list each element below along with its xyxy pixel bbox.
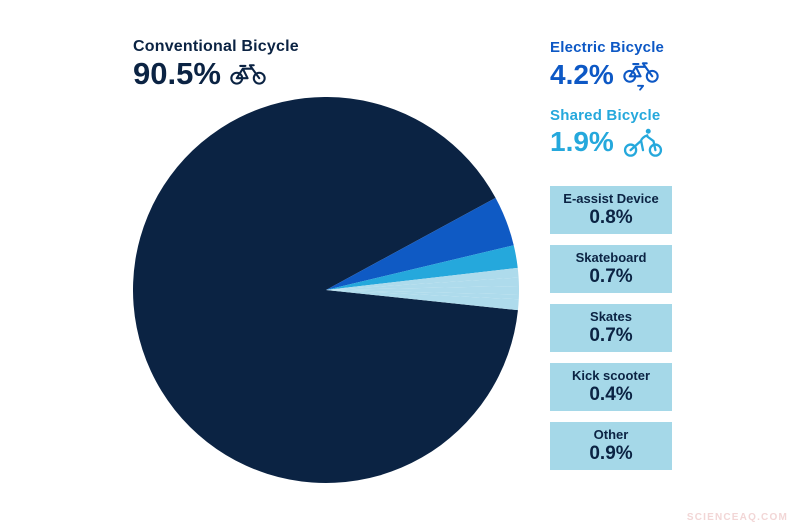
stat-value: 0.9% <box>589 442 633 464</box>
conventional-bicycle-value: 90.5% <box>133 55 221 91</box>
pie-slice-electric-bicycle <box>326 197 514 290</box>
stat-label: Skateboard <box>575 250 647 266</box>
shared-bicycle-block: Shared Bicycle 1.9% <box>550 107 664 157</box>
pie-slice-conventional-bicycle <box>133 97 518 483</box>
stat-value: 0.7% <box>589 324 633 346</box>
electric-bicycle-icon <box>622 59 660 91</box>
stat-box-other: Other 0.9% <box>550 422 672 470</box>
conventional-bicycle-block: Conventional Bicycle 90.5% <box>133 38 299 89</box>
stat-box-e-assist-device: E-assist Device 0.8% <box>550 186 672 234</box>
shared-bicycle-rider-icon <box>622 127 664 157</box>
bicycle-icon <box>229 60 267 86</box>
stat-value: 0.4% <box>589 383 633 405</box>
pie-slice-e-assist-device <box>326 267 519 290</box>
stat-box-skates: Skates 0.7% <box>550 304 672 352</box>
pie-slice-shared-bicycle <box>326 245 518 290</box>
watermark: SCIENCEAQ.COM <box>686 512 788 523</box>
pie-chart <box>133 97 519 483</box>
stat-label: Skates <box>590 309 632 325</box>
pie-slice-skateboard <box>326 277 519 290</box>
stat-label: Other <box>593 427 629 443</box>
stat-box-kick-scooter: Kick scooter 0.4% <box>550 363 672 411</box>
pie-slice-kick-scooter <box>326 290 519 300</box>
stat-label: E-assist Device <box>563 191 659 207</box>
stat-box-column: E-assist Device 0.8% Skateboard 0.7% Ska… <box>550 186 672 470</box>
pie-slice-other <box>326 290 519 311</box>
electric-bicycle-label: Electric Bicycle <box>550 39 665 56</box>
electric-bicycle-value: 4.2% <box>550 58 614 90</box>
stat-value: 0.8% <box>589 206 633 228</box>
shared-bicycle-label: Shared Bicycle <box>550 107 661 124</box>
stat-box-skateboard: Skateboard 0.7% <box>550 245 672 293</box>
conventional-bicycle-label: Conventional Bicycle <box>133 38 299 55</box>
stat-value: 0.7% <box>589 265 633 287</box>
shared-bicycle-value: 1.9% <box>550 125 614 157</box>
pie-slice-skates <box>326 285 519 295</box>
electric-bicycle-block: Electric Bicycle 4.2% <box>550 39 665 91</box>
stat-label: Kick scooter <box>571 368 651 384</box>
